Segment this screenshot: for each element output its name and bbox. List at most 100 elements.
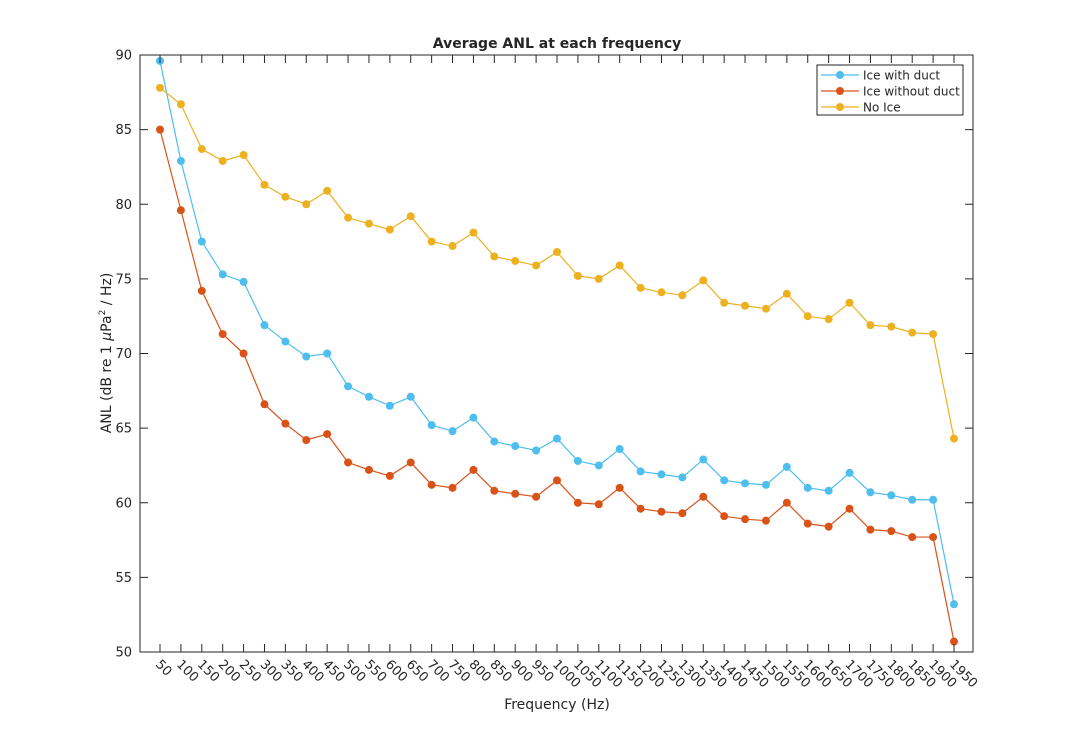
data-point [594,500,603,509]
data-point [887,491,896,500]
data-point [782,289,791,298]
data-point [260,180,269,189]
data-point [156,125,164,134]
data-point [761,516,770,525]
data-point [908,533,917,542]
data-point [929,533,938,542]
y-tick-label: 60 [115,496,132,511]
data-point [720,298,729,307]
data-point [699,492,708,501]
data-point [406,458,415,467]
data-point [824,522,833,531]
data-point [448,427,457,436]
data-point [344,213,353,222]
data-point [741,479,750,488]
legend-label: No Ice [863,101,901,115]
legend-label: Ice with duct [863,69,940,83]
data-point [803,483,812,492]
data-point [594,274,603,283]
data-point [490,437,499,446]
data-point [532,261,541,270]
data-point [908,328,917,337]
data-point [741,515,750,524]
data-point [929,330,938,339]
data-point [511,442,520,451]
data-point [260,321,269,330]
data-point [176,206,185,215]
data-point [239,277,248,286]
data-point [406,212,415,221]
data-point [950,600,958,609]
data-point [636,283,645,292]
data-point [657,288,666,297]
data-point [866,488,875,497]
data-point [824,315,833,324]
data-point [866,525,875,534]
data-point [553,434,561,443]
data-point [573,271,582,280]
data-point [803,312,812,321]
data-point [511,256,520,265]
data-point [218,270,227,279]
y-tick-label: 80 [115,198,132,213]
data-point [364,465,373,474]
legend-entry: Ice without duct [821,85,960,99]
data-point [678,291,687,300]
data-point [887,322,896,331]
data-point [553,248,561,257]
data-point [594,461,603,470]
data-point [427,421,436,430]
data-point [761,304,770,313]
data-point [176,156,185,165]
data-point [364,219,373,228]
y-tick-label: 85 [115,123,132,138]
data-point [385,471,394,480]
data-point [218,330,227,339]
data-point [657,507,666,516]
data-point [260,400,269,409]
y-tick-label: 75 [115,272,132,287]
y-tick-label: 55 [115,571,132,586]
data-point [385,401,394,410]
data-point [699,276,708,285]
data-point [156,83,164,92]
data-point [615,483,624,492]
y-tick-label: 50 [115,646,132,661]
data-point [741,301,750,310]
data-point [636,467,645,476]
data-point [929,495,938,504]
data-point [469,228,478,237]
data-point [406,392,415,401]
data-point [720,476,729,485]
data-point [553,476,561,485]
series-layer [156,56,958,646]
data-point [323,186,332,195]
data-point [490,252,499,261]
series-1 [156,125,958,646]
data-point [636,504,645,513]
data-point [427,237,436,246]
data-point [385,225,394,234]
data-point [511,489,520,498]
data-point [761,480,770,489]
data-point [678,509,687,518]
data-point [950,637,958,646]
data-point [344,458,353,467]
data-point [720,512,729,521]
data-point [302,352,311,361]
data-point [887,527,896,536]
data-point [364,392,373,401]
data-point [197,286,206,295]
data-point [573,456,582,465]
data-point [197,145,206,154]
data-point [281,192,290,201]
y-axis-label-prefix: ANL (dB re 1 [99,341,115,434]
y-tick-label: 90 [115,49,132,64]
y-axis-label-mu: μ [99,332,115,342]
data-point [469,413,478,422]
data-point [532,492,541,501]
legend-label: Ice without duct [863,85,960,99]
y-tick-label: 70 [115,347,132,362]
data-point [176,100,185,109]
